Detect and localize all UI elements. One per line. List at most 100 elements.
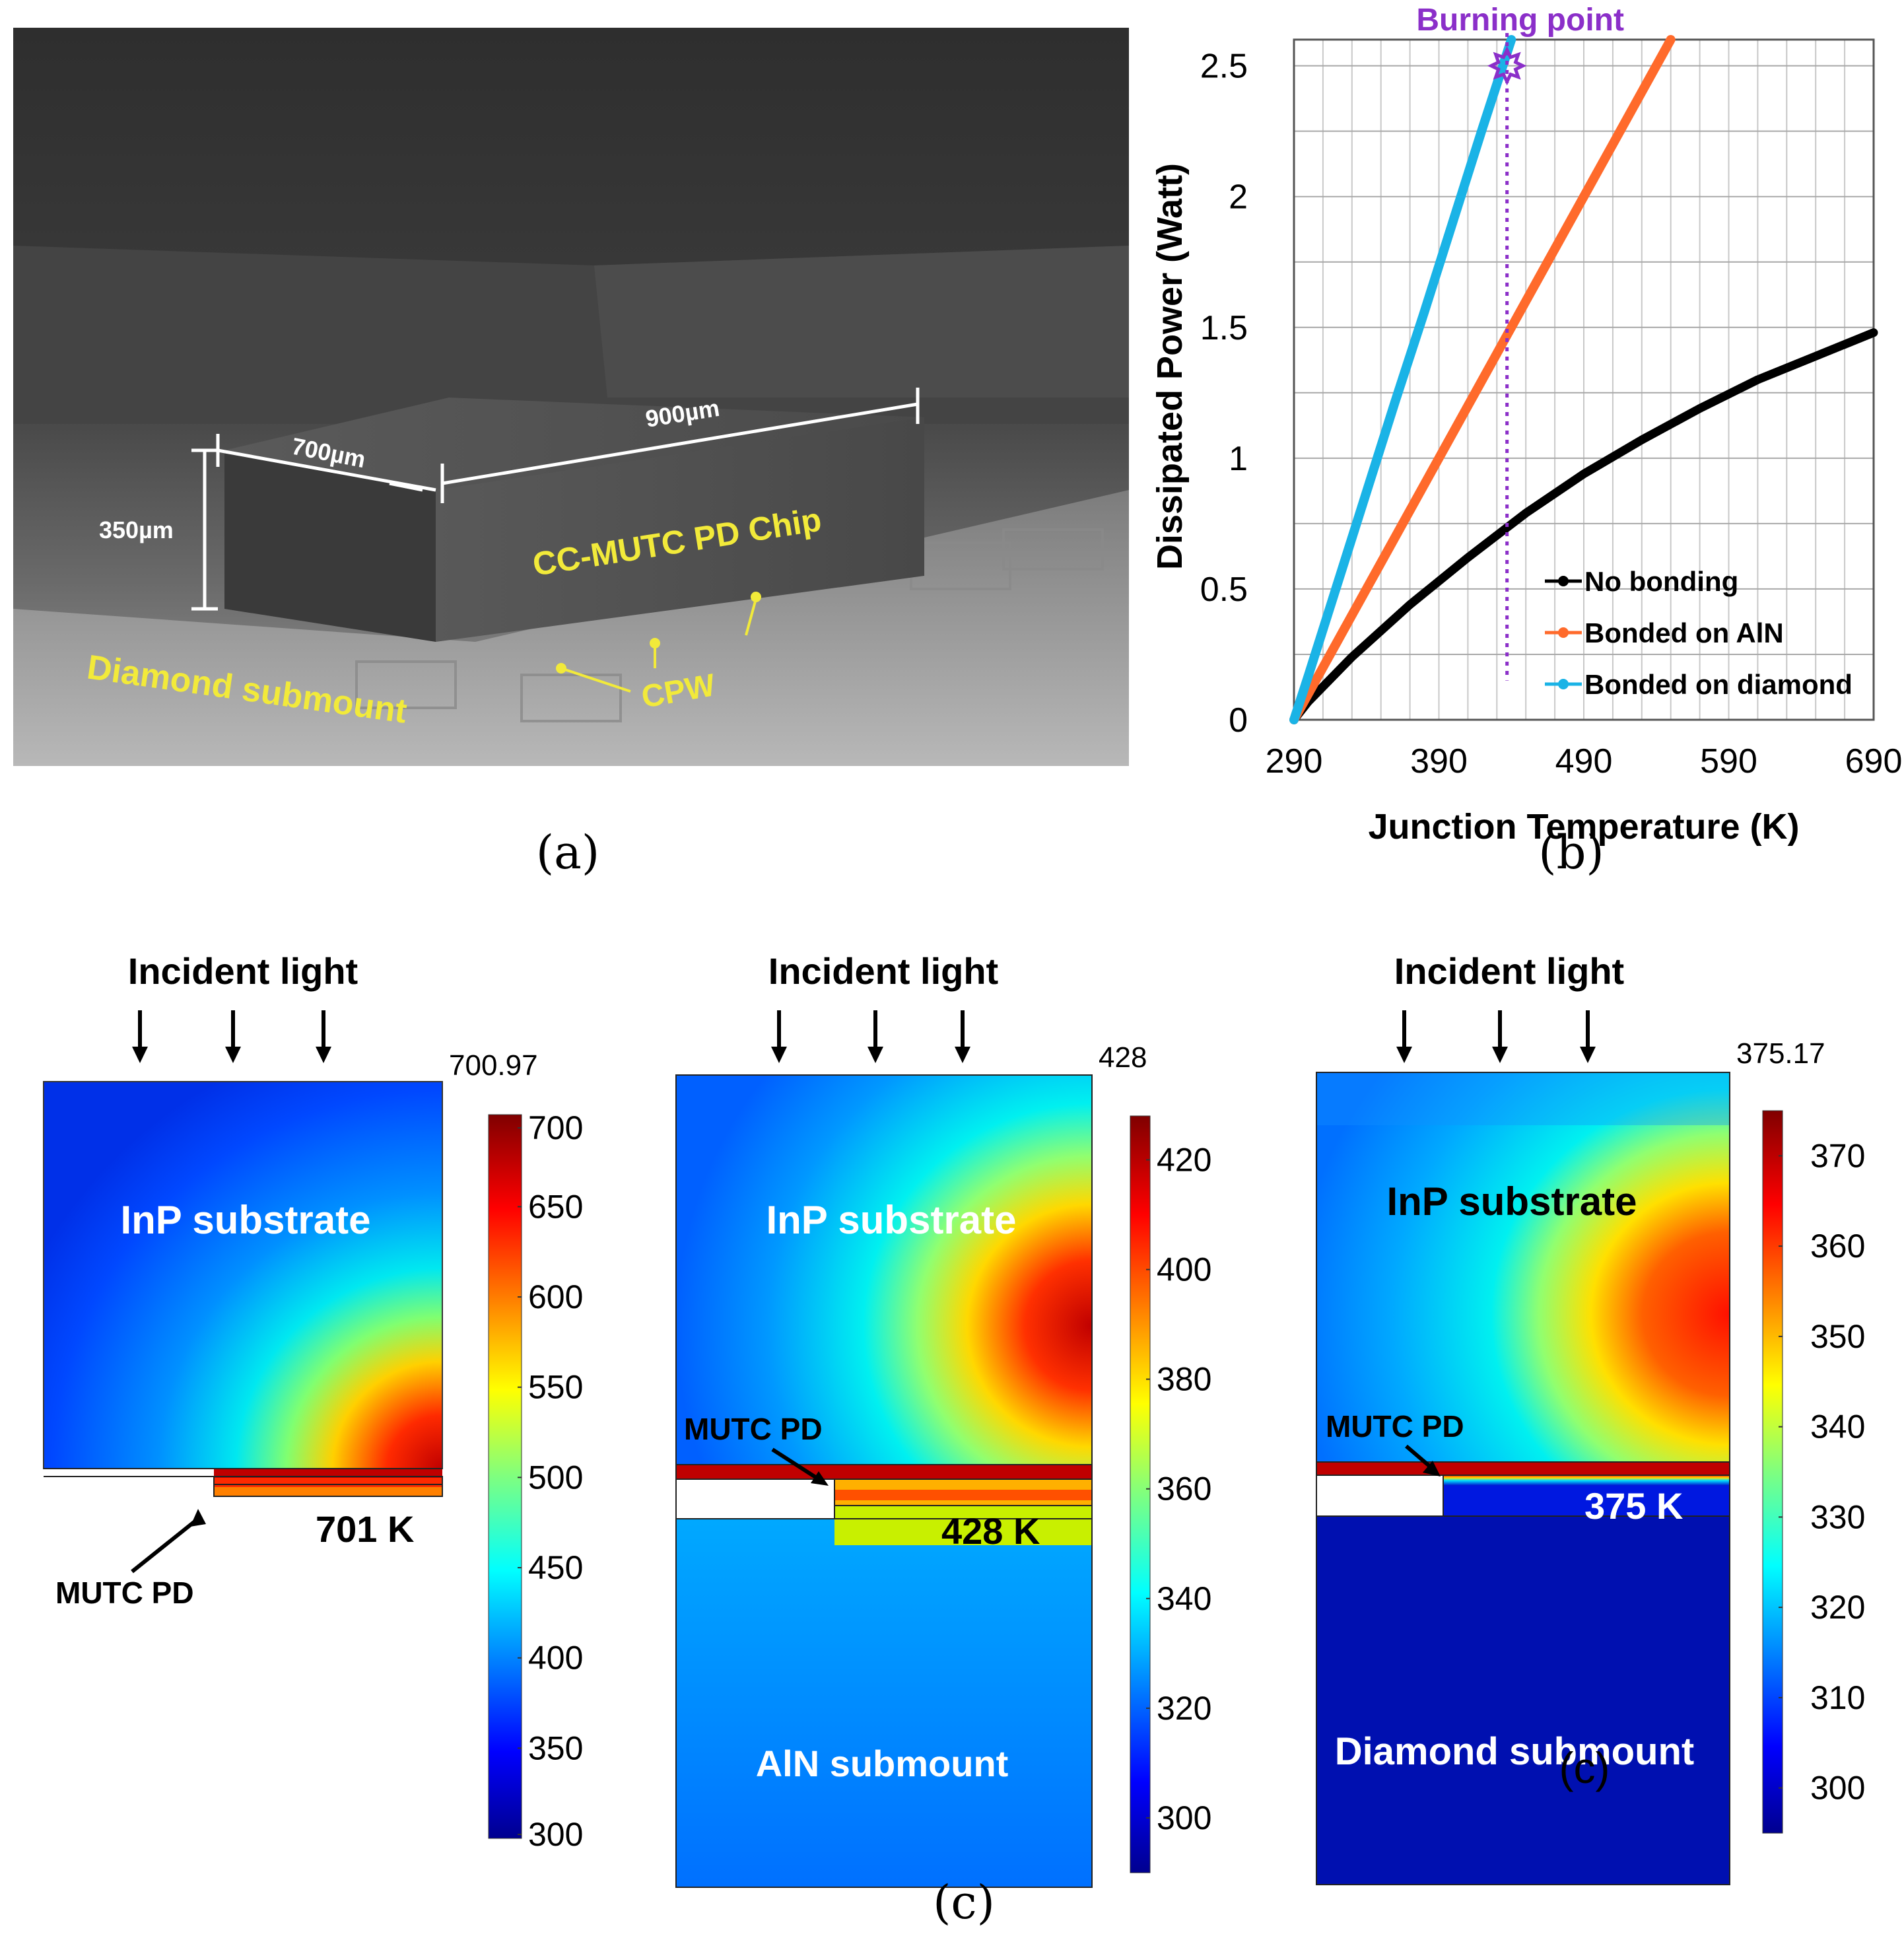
colorbar-tick-label: 600 [528, 1278, 583, 1315]
series-point-1 [1638, 436, 1645, 444]
series-point-2 [1522, 298, 1530, 305]
colorbar-tick-label: 310 [1810, 1679, 1865, 1716]
series-point-2 [1319, 664, 1326, 671]
thermal-simulation-panels: Incident light 700.97 InP substrate 701 … [43, 950, 1865, 1888]
pd-pointer-arrow-icon [190, 1509, 206, 1527]
colorbar-ticks: 700 650 600 550 500 450 400 350 300 [518, 1109, 583, 1853]
pd-pointer-arrow-icon [811, 1471, 829, 1486]
colorbar-tick-label: 300 [1157, 1799, 1211, 1836]
colorbar-tick-label: 320 [1810, 1589, 1865, 1626]
y-axis-label: Dissipated Power (Watt) [1150, 163, 1190, 570]
colorbar-tick-label: 550 [528, 1369, 583, 1406]
power-vs-temperature-chart: 290 390 490 590 690 0 0.5 1 1.5 2 2.5 Junction Temp… [1150, 3, 1903, 847]
dim-350-label: 350µm [99, 516, 174, 543]
pd-label: MUTC PD [684, 1412, 823, 1446]
incident-arrows-icon [771, 1010, 970, 1063]
series-point-2 [1493, 350, 1501, 357]
panel-label-a: (a) [535, 825, 600, 880]
series-point-2 [1377, 559, 1384, 567]
series-point-3 [1421, 308, 1428, 315]
series-line-1 [1289, 328, 1878, 724]
series-point-2 [1435, 454, 1443, 462]
pd-label: MUTC PD [1326, 1409, 1464, 1444]
colorbar-tick-label: 350 [1810, 1318, 1865, 1355]
sem-photo: 900µm 700µm 350µm CC-MUTC PD Chip CPW Di… [13, 28, 1129, 766]
y-tick-label: 1 [1229, 440, 1248, 478]
y-tick-label: 2 [1229, 178, 1248, 217]
max-value-label: 428 [1099, 1041, 1147, 1074]
panel-label-c: (c) [933, 1875, 995, 1930]
series-point-3 [1305, 672, 1312, 679]
sim-panel-no-bonding: Incident light 700.97 InP substrate 701 … [43, 950, 583, 1853]
series-point-1 [1696, 405, 1703, 412]
colorbar-tick-label: 360 [1810, 1228, 1865, 1265]
sim-panel-aln: Incident light 428 InP substrate MUTC PD… [675, 950, 1211, 1888]
series-point-2 [1609, 141, 1616, 148]
peak-temp-label: 375 K [1584, 1485, 1683, 1527]
panel-label-b: (b) [1538, 825, 1604, 880]
series-point-3 [1450, 217, 1457, 224]
colorbar-tick-label: 500 [528, 1459, 583, 1496]
series-point-2 [1551, 245, 1559, 252]
colorbar-tick-label: 450 [528, 1549, 583, 1586]
colorbar-tick-label: 380 [1157, 1361, 1211, 1398]
series-point-2 [1406, 507, 1413, 514]
incident-arrows-icon [1396, 1010, 1596, 1063]
x-axis-label: Junction Temperature (K) [1368, 807, 1799, 847]
series-point-1 [1581, 470, 1587, 477]
colorbar-tick-label: 350 [528, 1729, 583, 1766]
colorbar-ticks: 420 400 380 360 340 320 300 [1146, 1141, 1211, 1836]
legend-marker-2 [1558, 627, 1569, 638]
x-tick-label: 390 [1410, 742, 1468, 781]
colorbar-tick-label: 400 [1157, 1251, 1211, 1288]
series-point-2 [1464, 402, 1472, 409]
colorbar-ticks: 370 360 350 340 330 320 310 300 [1779, 1137, 1865, 1807]
series-point-3 [1508, 36, 1515, 43]
series-point-1 [1754, 376, 1761, 383]
y-tick-label: 0 [1229, 701, 1248, 740]
pd-pointer-arrow-icon [1423, 1461, 1441, 1477]
panel-label-c-overlay: (c) [1559, 1743, 1610, 1792]
pd-label: MUTC PD [55, 1576, 194, 1610]
incident-light-label: Incident light [128, 950, 358, 992]
legend-label-1: No bonding [1584, 566, 1738, 597]
series-point-1 [1348, 653, 1355, 660]
legend-marker-3 [1558, 679, 1569, 689]
legend-label-2: Bonded on AlN [1584, 617, 1784, 648]
y-tick-label: 1.5 [1200, 309, 1248, 347]
colorbar-tick-label: 300 [528, 1816, 583, 1853]
series-point-1 [1812, 353, 1819, 360]
legend-marker-1 [1558, 576, 1569, 586]
plot-frame [1293, 38, 1875, 721]
series-point-2 [1638, 88, 1645, 96]
colorbar-tick-label: 420 [1157, 1141, 1211, 1178]
burning-point-star-icon [1487, 46, 1527, 86]
colorbar-tick-label: 340 [1810, 1409, 1865, 1445]
colorbar-tick-label: 400 [528, 1640, 583, 1677]
substrate-label: InP substrate [120, 1198, 370, 1242]
submount-label: Diamond submount [1335, 1730, 1695, 1773]
sim-panel-diamond: Incident light 375.17 InP substrate MUTC… [1316, 950, 1865, 1885]
series-point-3 [1291, 716, 1297, 723]
colorbar-tick-label: 360 [1157, 1471, 1211, 1508]
series-line-2 [1289, 35, 1676, 724]
series-point-1 [1406, 601, 1413, 608]
incident-arrows-icon [132, 1010, 331, 1063]
series-point-3 [1479, 125, 1486, 132]
max-value-label: 375.17 [1736, 1037, 1825, 1070]
max-value-label: 700.97 [449, 1049, 538, 1082]
series-point-3 [1334, 580, 1341, 587]
x-tick-label: 490 [1555, 742, 1613, 781]
x-tick-label: 290 [1266, 742, 1323, 781]
incident-light-label: Incident light [768, 950, 998, 992]
colorbar-tick-label: 340 [1157, 1580, 1211, 1617]
colorbar-tick-label: 370 [1810, 1137, 1865, 1174]
x-tick-label: 590 [1700, 742, 1757, 781]
x-tick-label: 690 [1845, 742, 1903, 781]
peak-temp-label: 428 K [941, 1510, 1040, 1552]
series-point-2 [1667, 36, 1674, 43]
substrate-label: InP substrate [766, 1198, 1016, 1242]
series-point-1 [1522, 510, 1530, 517]
series-point-1 [1464, 554, 1472, 561]
incident-light-label: Incident light [1394, 950, 1624, 992]
